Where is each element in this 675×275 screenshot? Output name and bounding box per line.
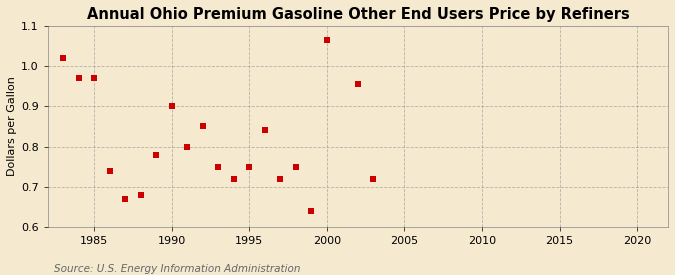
Text: Source: U.S. Energy Information Administration: Source: U.S. Energy Information Administ… [54,264,300,274]
Point [136,193,146,197]
Point [260,128,271,133]
Point [368,177,379,181]
Point [352,82,363,86]
Point [244,164,255,169]
Y-axis label: Dollars per Gallon: Dollars per Gallon [7,76,17,176]
Point [167,104,178,109]
Point [105,169,115,173]
Point [74,76,84,80]
Point [182,144,193,149]
Point [120,197,131,201]
Point [58,56,69,60]
Point [89,76,100,80]
Point [213,164,224,169]
Title: Annual Ohio Premium Gasoline Other End Users Price by Refiners: Annual Ohio Premium Gasoline Other End U… [86,7,629,22]
Point [306,209,317,213]
Point [275,177,286,181]
Point [198,124,209,129]
Point [290,164,301,169]
Point [321,38,332,42]
Point [229,177,240,181]
Point [151,152,162,157]
